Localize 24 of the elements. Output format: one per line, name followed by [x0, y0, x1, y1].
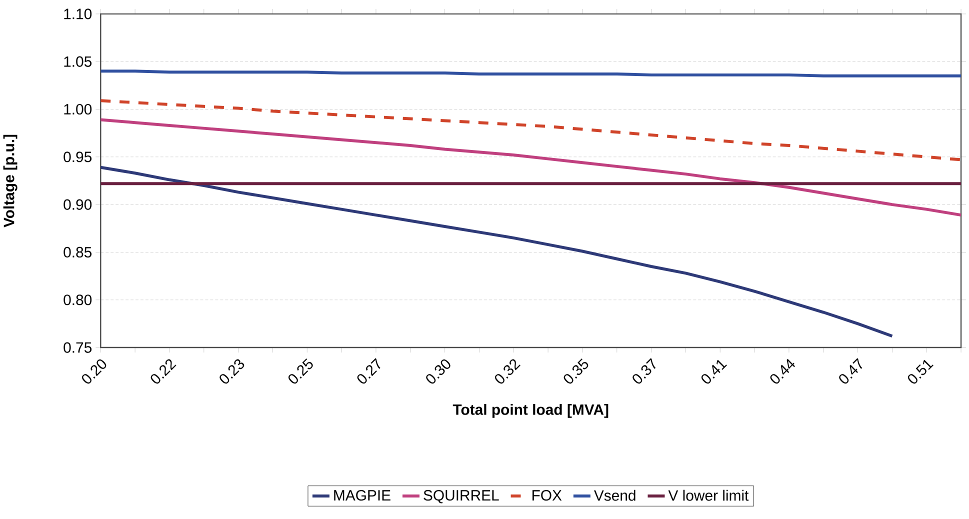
x-tick-label: 0.23: [220, 359, 244, 384]
x-tick-label: 0.20: [82, 359, 106, 384]
x-tick-label: 0.30: [426, 359, 450, 384]
y-tick-label: 1.00: [64, 104, 92, 115]
x-tick-label: 0.41: [701, 360, 727, 384]
legend-label: FOX: [532, 490, 562, 501]
y-tick-label: 0.90: [64, 199, 92, 210]
legend-label: SQUIRREL: [424, 490, 499, 504]
legend-label: V lower limit: [668, 490, 749, 501]
y-axis-title: Voltage [p.u.]: [3, 134, 18, 228]
legend-label: MAGPIE: [334, 490, 390, 501]
x-tick-label: 0.51: [908, 360, 934, 384]
y-tick-label: 0.80: [64, 294, 92, 306]
x-axis-title: Total point load [MVA]: [452, 404, 608, 418]
line-series: [100, 118, 962, 217]
y-tick-label: 0.85: [64, 247, 92, 258]
y-tick-label: 0.75: [64, 342, 92, 353]
y-tick-label: 0.95: [64, 152, 92, 162]
x-tick-label: 0.22: [150, 359, 176, 384]
y-tick-label: 1.10: [64, 8, 92, 20]
x-tick-label: 0.44: [770, 359, 796, 384]
legend-label: Vsend: [594, 490, 636, 501]
x-tick-label: 0.32: [494, 359, 520, 384]
y-tick-label: 1.05: [64, 56, 92, 67]
